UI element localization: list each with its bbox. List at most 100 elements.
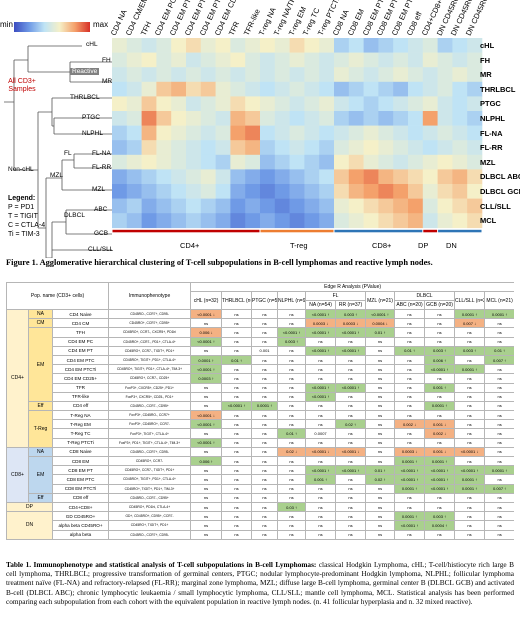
heatmap-cell xyxy=(141,81,157,97)
table-cell: ns xyxy=(394,501,426,513)
table-cell: ns xyxy=(335,410,367,421)
table-cell: ns xyxy=(305,455,337,467)
row-population: CD4 EM CD25+ xyxy=(51,373,110,384)
table-cell: ns xyxy=(221,437,253,448)
heatmap-cell xyxy=(437,184,453,199)
table-cell: ns xyxy=(424,492,456,503)
heatmap-cell xyxy=(393,154,409,170)
table-row: DP CD4+CD8+ CD45RO+, PD1hi, CTLA-4+ ns ns ns 0… xyxy=(6,501,514,513)
heatmap-cell xyxy=(215,169,231,185)
table-row: alpha beta CD45RO+ CD45RO+, TIGIT+, PD1+ n… xyxy=(7,520,514,531)
table-cell: 0.02 ↑ xyxy=(365,474,396,485)
row-label: MR xyxy=(480,70,492,80)
table-cell: 0.0001 ↑ xyxy=(394,511,426,522)
table-body: CD4+ NA CD4 Naive CD45RO-, CCR7+, CD95- <0.0… xyxy=(6,308,514,540)
heatmap-cell xyxy=(393,96,409,112)
heatmap-cell xyxy=(260,213,276,229)
heatmap-cell xyxy=(408,96,424,112)
table-cell: ns xyxy=(335,428,367,439)
table-cell: ns xyxy=(365,492,396,503)
tree-label-flrr: FL-RR xyxy=(92,164,112,171)
heatmap-cell xyxy=(408,125,424,141)
table-cell: 0.0001 ↑ xyxy=(484,308,514,320)
header-immunophenotype: Immunophenotype xyxy=(108,282,192,310)
table-cell: ns xyxy=(365,437,396,448)
row-immunophenotype: CD45RO+, PD1hi, CTLA-4+ xyxy=(108,501,192,513)
heatmap-cell xyxy=(289,81,305,97)
heatmap-cell xyxy=(437,213,453,229)
heatmap-cell xyxy=(260,198,276,214)
row-label: MCL xyxy=(480,216,497,226)
table-cell: <0.0001 ↑ xyxy=(424,474,456,485)
table-cell: <0.0001 ↓ xyxy=(305,446,337,458)
heatmap-cell xyxy=(289,38,305,53)
heatmap-cell xyxy=(452,38,468,53)
heatmap-cell xyxy=(171,38,187,53)
table-cell: ns xyxy=(424,391,456,402)
table-cell: ns xyxy=(335,391,367,402)
heatmap-cell xyxy=(126,52,142,68)
table-cell: <0.0001 ↓ xyxy=(335,446,367,458)
table-cell: ns xyxy=(221,327,253,338)
table-cell: <0.0001 ↑ xyxy=(221,400,253,412)
table-cell: ns xyxy=(484,492,514,503)
header-col: PTGC (n=5) xyxy=(251,291,279,310)
table-cell: ns xyxy=(365,501,396,513)
table-cell: ns xyxy=(484,520,514,531)
colorbar-min-label: min xyxy=(0,20,13,29)
row-population: CD4+CD8+ xyxy=(51,501,110,513)
table-cell: 0.0001 ↑ xyxy=(454,364,486,375)
table-cell: ns xyxy=(484,419,514,430)
heatmap-cell xyxy=(334,96,350,112)
heatmap-cell xyxy=(393,81,409,97)
heatmap-cell xyxy=(348,184,364,199)
heatmap-cell xyxy=(289,125,305,141)
table-cell: ns xyxy=(365,428,396,439)
row-immunophenotype: CD45RO+, CCR7-, TIGIT+, PD1+ xyxy=(108,465,192,476)
table-cell: ns xyxy=(484,501,514,513)
table-cell: ns xyxy=(484,336,514,347)
table-cell: ns xyxy=(190,428,223,439)
heatmap-cell xyxy=(112,38,128,53)
table-cell: ns xyxy=(394,373,426,384)
header-col: RR (n=37) xyxy=(335,300,367,310)
heatmap-cell xyxy=(112,96,128,112)
table-cell: ns xyxy=(424,529,456,540)
table-row: T-Reg EM FoxP3+, CD45RO+, CCR7- <0.0001 ↑ n… xyxy=(7,419,514,430)
heatmap-cell xyxy=(289,140,305,156)
table-cell: ns xyxy=(190,345,223,356)
table-cell: ns xyxy=(190,382,223,393)
table-cell: 0.0003 ↓ xyxy=(335,318,367,329)
table-cell: 0.001 ↑ xyxy=(424,382,456,393)
heatmap-cell xyxy=(467,198,483,214)
heatmap-cell xyxy=(393,213,409,229)
heatmap-cell xyxy=(126,198,142,214)
heatmap-cell xyxy=(393,38,409,53)
row-immunophenotype: CD45RO+, TIGIT+, PD1+, CTLA-4+ xyxy=(108,354,192,366)
row-population: T-Reg TC xyxy=(51,428,110,439)
tree-label-cll: CLL/SLL xyxy=(88,246,114,253)
table-cell: ns xyxy=(251,354,279,366)
row-label: PTGC xyxy=(480,99,501,109)
heatmap-cell xyxy=(452,111,468,126)
table-cell: ns xyxy=(454,455,486,467)
table-cell: 0.003 ↑ xyxy=(277,336,307,347)
table-cell: ns xyxy=(335,511,367,522)
heatmap-cell xyxy=(304,140,320,156)
heatmap-cell xyxy=(141,213,157,229)
table-cell: ns xyxy=(305,400,337,412)
heatmap-cell xyxy=(437,140,453,156)
heatmap-cell xyxy=(171,213,187,229)
heatmap-cell xyxy=(171,67,187,83)
table-cell: <0.0001 ↓ xyxy=(190,308,223,320)
table-cell: ns xyxy=(305,501,337,513)
row-subcategory: Eff xyxy=(28,492,53,503)
heatmap-cell xyxy=(260,52,276,68)
row-immunophenotype: CD45RO-, CCR7+, CD95- xyxy=(108,308,192,320)
table-cell: ns xyxy=(484,474,514,485)
colorbar-max-label: max xyxy=(93,20,109,29)
heatmap-cell xyxy=(200,154,216,170)
heatmap-cell xyxy=(319,198,335,214)
heatmap-cell xyxy=(186,198,202,214)
heatmap-cell xyxy=(408,111,424,126)
